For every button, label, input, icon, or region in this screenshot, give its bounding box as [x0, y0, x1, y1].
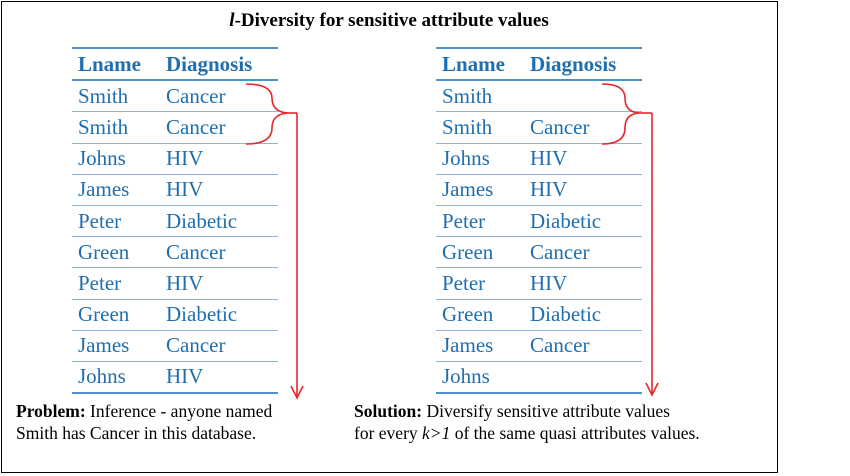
table-row: Green Diabetic — [72, 299, 278, 331]
diagram-title: l-Diversity for sensitive attribute valu… — [229, 10, 549, 31]
diagnosis-cell: Cancer — [160, 236, 278, 269]
lname-cell: James — [436, 330, 524, 362]
table-row: Green Cancer — [72, 236, 278, 269]
solution-line-1: Diversify sensitive attribute values — [426, 401, 670, 421]
table-row: Peter HIV — [436, 267, 642, 300]
diagnosis-cell: Diabetic — [160, 205, 278, 238]
diagnosis-cell: HIV — [160, 267, 278, 300]
lname-cell: James — [72, 330, 160, 362]
lname-header: Lname — [72, 46, 160, 82]
lname-cell: James — [72, 174, 160, 206]
diagnosis-cell: Cancer — [524, 111, 642, 144]
table-row: Johns HIV — [72, 361, 278, 395]
diagram-frame — [1, 1, 778, 473]
lname-cell: Green — [72, 299, 160, 331]
table-row: Peter Diabetic — [72, 205, 278, 238]
diagnosis-cell: HIV — [160, 174, 278, 206]
table-row: Johns HIV — [72, 143, 278, 175]
diagnosis-cell: Cancer — [160, 80, 278, 113]
lname-cell: Peter — [436, 267, 524, 300]
lname-cell: Peter — [436, 205, 524, 238]
table-row: James Cancer — [72, 330, 278, 362]
solution-line-2: for every k>1 of the same quasi attribut… — [354, 423, 700, 443]
problem-line-2: Smith has Cancer in this database. — [16, 423, 257, 443]
lname-cell: Johns — [436, 361, 524, 395]
table-row: Peter HIV — [72, 267, 278, 300]
problem-line-1: Inference - anyone named — [90, 401, 273, 421]
lname-cell: Green — [72, 236, 160, 269]
lname-cell: Green — [436, 299, 524, 331]
table-row: Green Diabetic — [436, 299, 642, 331]
lname-cell: Johns — [72, 143, 160, 175]
lname-cell: Smith — [436, 80, 524, 113]
right-arrow-head — [645, 382, 659, 397]
solution-label: Solution: — [354, 401, 423, 421]
table-row: Johns — [436, 361, 642, 395]
solution-note: Solution: Diversify sensitive attribute … — [354, 400, 700, 444]
problem-label: Problem: — [16, 401, 86, 421]
table-row: James HIV — [72, 174, 278, 206]
lname-cell: Peter — [72, 267, 160, 300]
right-bracket — [601, 83, 642, 145]
lname-cell: Johns — [72, 361, 160, 395]
diagnosis-cell — [524, 361, 642, 395]
diversified-table: Lname Diagnosis Smith Smith Cancer Johns HIV… — [436, 46, 642, 395]
diagnosis-cell: Cancer — [160, 111, 278, 144]
table-row: James Cancer — [436, 330, 642, 362]
lname-cell: Green — [436, 236, 524, 269]
header-row: Lname Diagnosis — [72, 46, 278, 82]
lname-cell: Smith — [72, 111, 160, 144]
header-row: Lname Diagnosis — [436, 46, 642, 82]
lname-cell: James — [436, 174, 524, 206]
diagnosis-header: Diagnosis — [524, 46, 642, 82]
lname-cell: Johns — [436, 143, 524, 175]
table-row: Green Cancer — [436, 236, 642, 269]
diagnosis-cell: Diabetic — [524, 205, 642, 238]
table-row: Smith Cancer — [436, 111, 642, 144]
lname-cell: Smith — [72, 80, 160, 113]
left-bracket — [245, 83, 291, 145]
diagnosis-cell: Cancer — [524, 330, 642, 362]
left-arrow-head — [290, 385, 304, 400]
lname-cell: Peter — [72, 205, 160, 238]
diagnosis-cell — [524, 80, 642, 113]
table-row: Johns HIV — [436, 143, 642, 175]
lname-header: Lname — [436, 46, 524, 82]
diagnosis-cell: Cancer — [160, 330, 278, 362]
diagnosis-cell: HIV — [524, 174, 642, 206]
diagnosis-cell: Cancer — [524, 236, 642, 269]
diagnosis-cell: HIV — [160, 143, 278, 175]
original-table: Lname Diagnosis Smith Cancer Smith Cancer Jo… — [72, 46, 278, 395]
lname-cell: Smith — [436, 111, 524, 144]
table-row: Smith — [436, 80, 642, 113]
diagnosis-cell: Diabetic — [524, 299, 642, 331]
diagnosis-cell: HIV — [160, 361, 278, 395]
diagnosis-cell: Diabetic — [160, 299, 278, 331]
table-row: Smith Cancer — [72, 80, 278, 113]
table-row: Smith Cancer — [72, 111, 278, 144]
diagnosis-cell: HIV — [524, 267, 642, 300]
diagnosis-cell: HIV — [524, 143, 642, 175]
problem-note: Problem: Inference - anyone named Smith … — [16, 400, 272, 444]
diagnosis-header: Diagnosis — [160, 46, 278, 82]
table-row: Peter Diabetic — [436, 205, 642, 238]
table-row: James HIV — [436, 174, 642, 206]
